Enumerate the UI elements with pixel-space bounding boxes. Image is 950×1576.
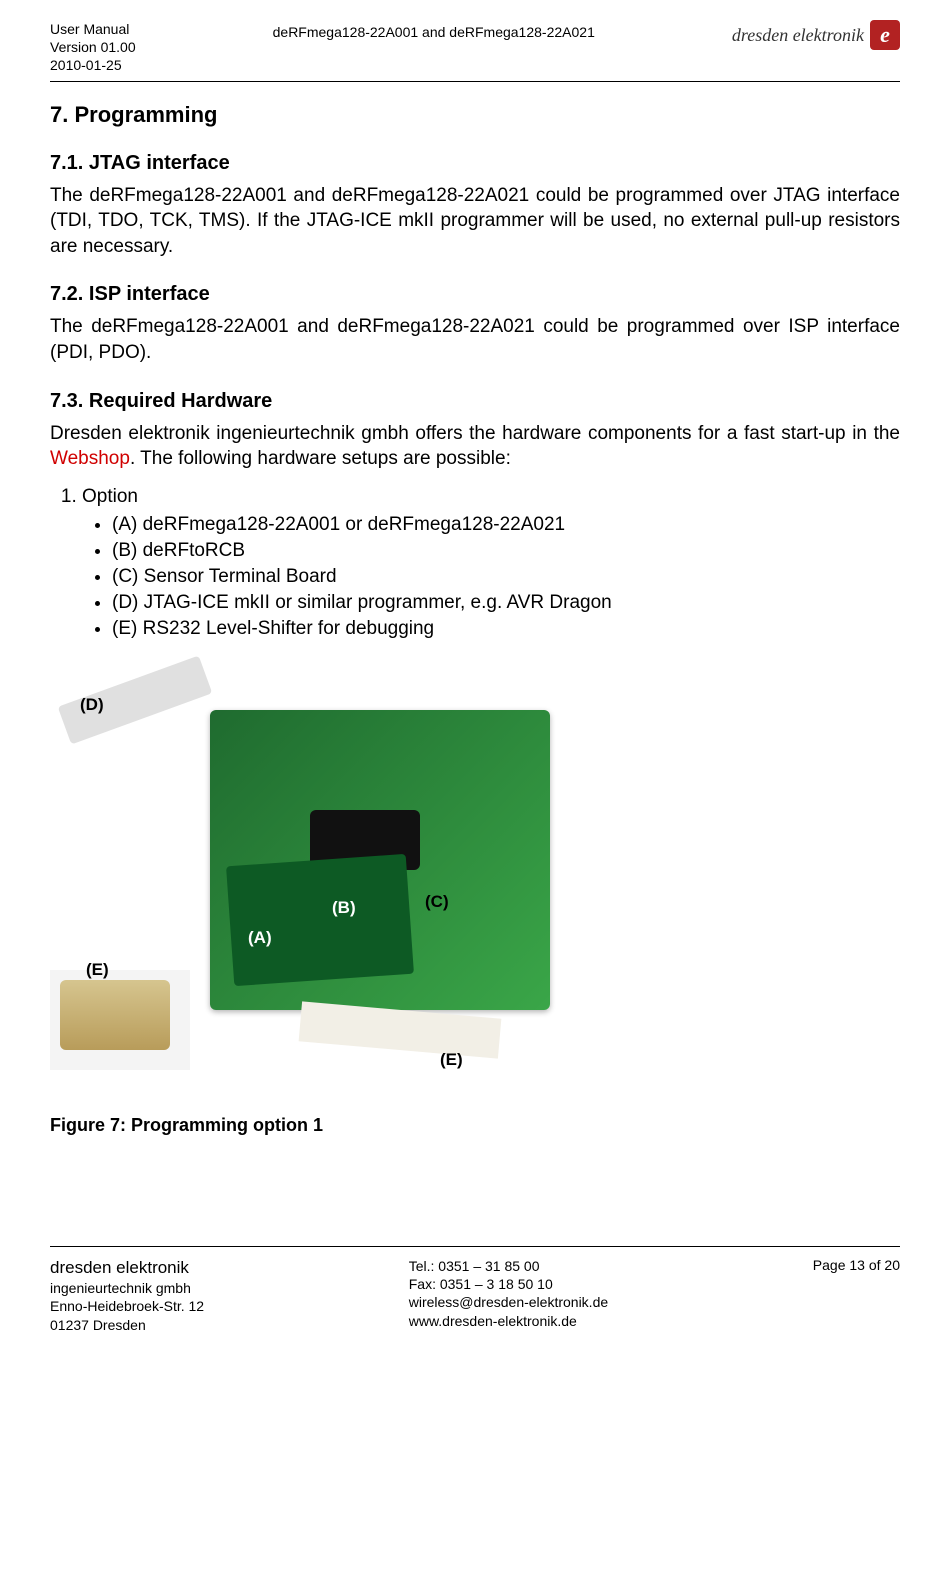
figure-7: (D) (A) (B) (C) (E) (E) Figure 7: Progra… bbox=[50, 670, 900, 1136]
header-title: deRFmega128-22A001 and deRFmega128-22A02… bbox=[136, 20, 732, 40]
footer-city: 01237 Dresden bbox=[50, 1316, 204, 1334]
option-1: Option bbox=[82, 486, 900, 508]
header-date: 2010-01-25 bbox=[50, 56, 136, 74]
header-manual: User Manual bbox=[50, 20, 136, 38]
logo-text: dresden elektronik bbox=[732, 25, 864, 46]
footer-street: Enno-Heidebroek-Str. 12 bbox=[50, 1297, 204, 1315]
bullet-d: (D) JTAG-ICE mkII or similar programmer,… bbox=[112, 592, 900, 614]
figure-7-caption: Figure 7: Programming option 1 bbox=[50, 1115, 900, 1136]
figure-label-e-right: (E) bbox=[440, 1050, 463, 1070]
option-list: Option bbox=[82, 486, 900, 508]
figure-7-image: (D) (A) (B) (C) (E) (E) bbox=[50, 670, 560, 1100]
footer-company-sub: ingenieurtechnik gmbh bbox=[50, 1279, 204, 1297]
figure-label-d: (D) bbox=[80, 695, 104, 715]
rs232-shape bbox=[60, 980, 170, 1050]
bullet-b: (B) deRFtoRCB bbox=[112, 540, 900, 562]
bullet-c: (C) Sensor Terminal Board bbox=[112, 566, 900, 588]
footer-left: dresden elektronik ingenieurtechnik gmbh… bbox=[50, 1257, 204, 1334]
footer-company: dresden elektronik bbox=[50, 1257, 204, 1279]
s73-body-pre: Dresden elektronik ingenieurtechnik gmbh… bbox=[50, 423, 900, 444]
footer-email: wireless@dresden-elektronik.de bbox=[409, 1293, 608, 1311]
logo-icon: e bbox=[870, 20, 900, 50]
bullet-a: (A) deRFmega128-22A001 or deRFmega128-22… bbox=[112, 514, 900, 536]
section-7-title: 7. Programming bbox=[50, 102, 900, 128]
option-bullets: (A) deRFmega128-22A001 or deRFmega128-22… bbox=[112, 514, 900, 640]
section-7-2-title: 7.2. ISP interface bbox=[50, 283, 900, 306]
footer-page: Page 13 of 20 bbox=[813, 1257, 900, 1334]
s73-body-post: . The following hardware setups are poss… bbox=[130, 448, 511, 469]
section-7-3-body: Dresden elektronik ingenieurtechnik gmbh… bbox=[50, 421, 900, 472]
header-version: Version 01.00 bbox=[50, 38, 136, 56]
bullet-e: (E) RS232 Level-Shifter for debugging bbox=[112, 618, 900, 640]
section-7-1-title: 7.1. JTAG interface bbox=[50, 152, 900, 175]
section-7-2-body: The deRFmega128-22A001 and deRFmega128-2… bbox=[50, 314, 900, 365]
figure-label-a: (A) bbox=[248, 928, 272, 948]
footer-tel: Tel.: 0351 – 31 85 00 bbox=[409, 1257, 608, 1275]
section-7-3-title: 7.3. Required Hardware bbox=[50, 390, 900, 413]
page-footer: dresden elektronik ingenieurtechnik gmbh… bbox=[50, 1247, 900, 1334]
module-board-shape bbox=[226, 854, 414, 986]
footer-fax: Fax: 0351 – 3 18 50 10 bbox=[409, 1275, 608, 1293]
figure-label-c: (C) bbox=[425, 892, 449, 912]
webshop-link[interactable]: Webshop bbox=[50, 448, 130, 469]
footer-center: Tel.: 0351 – 31 85 00 Fax: 0351 – 3 18 5… bbox=[409, 1257, 608, 1334]
footer-web: www.dresden-elektronik.de bbox=[409, 1312, 608, 1330]
section-7-1-body: The deRFmega128-22A001 and deRFmega128-2… bbox=[50, 183, 900, 260]
figure-label-e-left: (E) bbox=[86, 960, 109, 980]
header-logo: dresden elektronik e bbox=[732, 20, 900, 50]
figure-label-b: (B) bbox=[332, 898, 356, 918]
header-left: User Manual Version 01.00 2010-01-25 bbox=[50, 20, 136, 75]
page-header: User Manual Version 01.00 2010-01-25 deR… bbox=[50, 20, 900, 82]
